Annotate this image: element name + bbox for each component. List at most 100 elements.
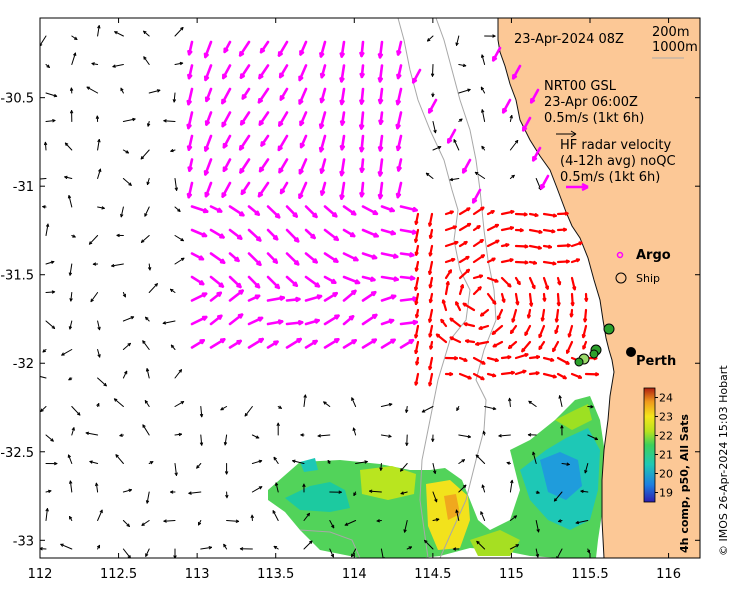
glider-arrow <box>511 64 522 80</box>
glider-arrow <box>266 228 279 241</box>
glider-arrow <box>238 134 251 151</box>
glider-arrow <box>285 252 300 266</box>
altimetry-arrow <box>276 422 280 436</box>
hf-radar-arrow <box>542 244 552 249</box>
glider-arrow <box>209 228 225 239</box>
altimetry-arrow <box>45 461 58 466</box>
glider-arrow <box>285 275 299 287</box>
glider-arrow <box>204 111 213 126</box>
hf-radar-arrow <box>444 225 457 232</box>
altimetry-arrow <box>480 86 486 94</box>
hf-radar-arrow <box>554 308 560 323</box>
glider-arrow <box>258 158 270 173</box>
altimetry-arrow <box>69 516 73 521</box>
altimetry-arrow <box>45 223 50 236</box>
glider-arrow <box>396 158 403 172</box>
glider-arrow <box>359 64 365 79</box>
altimetry-arrow <box>431 92 435 98</box>
altimetry-arrow <box>421 406 434 413</box>
hf-radar-arrow <box>565 340 574 354</box>
city-label-perth: Perth <box>636 354 676 369</box>
hf-radar-arrow <box>542 292 547 302</box>
hf-radar-arrow <box>528 212 539 218</box>
altimetry-arrow <box>224 463 229 475</box>
altimetry-arrow <box>317 434 331 438</box>
altimetry-arrow <box>223 543 228 550</box>
colorbar-label: 19 <box>659 487 673 500</box>
altimetry-arrow <box>199 434 204 446</box>
glider-arrow <box>228 252 240 263</box>
glider-arrow <box>186 111 194 130</box>
altimetry-arrow <box>353 491 357 496</box>
glider-arrow <box>380 205 395 213</box>
altimetry-arrow <box>369 489 382 493</box>
hf-radar-arrow <box>570 372 583 379</box>
altimetry-arrow <box>174 206 181 212</box>
glider-arrow <box>304 205 318 219</box>
hf-radar-arrow <box>570 276 577 291</box>
altimetry-arrow <box>509 115 513 122</box>
glider-arrow <box>399 275 416 281</box>
hf-radar-arrow <box>514 244 529 249</box>
altimetry-arrow <box>69 292 73 302</box>
glider-arrow <box>190 315 208 326</box>
altimetry-arrow <box>476 540 486 550</box>
glider-arrow <box>323 205 338 218</box>
colorbar-label: 23 <box>659 411 673 424</box>
altimetry-arrow <box>327 460 331 464</box>
glider-arrow <box>238 40 251 57</box>
glider-arrow <box>266 252 279 264</box>
altimetry-arrow <box>116 233 124 238</box>
altimetry-arrow <box>586 548 591 554</box>
hf-radar-arrow <box>444 356 459 361</box>
argo-legend-label: Argo <box>636 248 671 263</box>
hf-radar-arrow <box>542 356 555 362</box>
altimetry-arrow <box>432 463 437 474</box>
hf-radar-arrow <box>542 276 550 290</box>
altimetry-arrow <box>303 540 313 550</box>
altimetry-arrow <box>67 454 73 464</box>
glider-arrow <box>361 290 377 302</box>
hf-radar-arrow <box>556 356 570 365</box>
hf-radar-arrow <box>500 226 514 232</box>
glider-arrow <box>491 46 502 62</box>
glider-arrow <box>190 292 208 302</box>
glider-arrow <box>342 228 356 238</box>
altimetry-arrow <box>199 406 204 418</box>
altimetry-arrow <box>45 508 49 521</box>
hf-radar-arrow <box>480 308 490 317</box>
glider-arrow <box>228 289 244 302</box>
altimetry-arrow <box>92 262 99 266</box>
hf-radar-arrow <box>528 228 543 234</box>
altimetry-arrow <box>584 463 589 474</box>
hf-radar-arrow <box>449 336 462 344</box>
hf-radar-arrow <box>444 269 452 280</box>
altimetry-arrow <box>528 400 537 407</box>
altimetry-arrow <box>71 427 75 436</box>
glider-arrow <box>396 64 403 80</box>
altimetry-arrow <box>424 539 434 550</box>
altimetry-arrow <box>45 119 56 123</box>
altimetry-arrow <box>561 462 570 466</box>
glider-arrow <box>339 134 346 151</box>
glider-arrow <box>239 64 251 79</box>
altimetry-arrow <box>145 316 150 322</box>
hf-radar-arrow <box>444 210 454 216</box>
colorbar <box>643 387 656 503</box>
altimetry-arrow <box>427 35 434 42</box>
argo-legend-marker <box>616 251 624 259</box>
glider-arrow <box>298 158 308 175</box>
hf-radar-arrow <box>570 241 583 248</box>
altimetry-arrow <box>162 320 176 325</box>
glider-arrow <box>380 275 399 282</box>
glider-arrow <box>323 275 337 284</box>
altimetry-arrow <box>196 463 202 469</box>
glider-arrow <box>380 252 399 259</box>
hf-radar-arrow <box>528 292 534 307</box>
glider-arrow <box>529 88 540 104</box>
hf-radar-arrow <box>472 356 486 365</box>
glider-arrow <box>323 314 340 326</box>
hf-radar-arrow <box>428 308 434 323</box>
hf-radar-arrow <box>500 276 512 288</box>
altimetry-arrow <box>88 235 99 245</box>
